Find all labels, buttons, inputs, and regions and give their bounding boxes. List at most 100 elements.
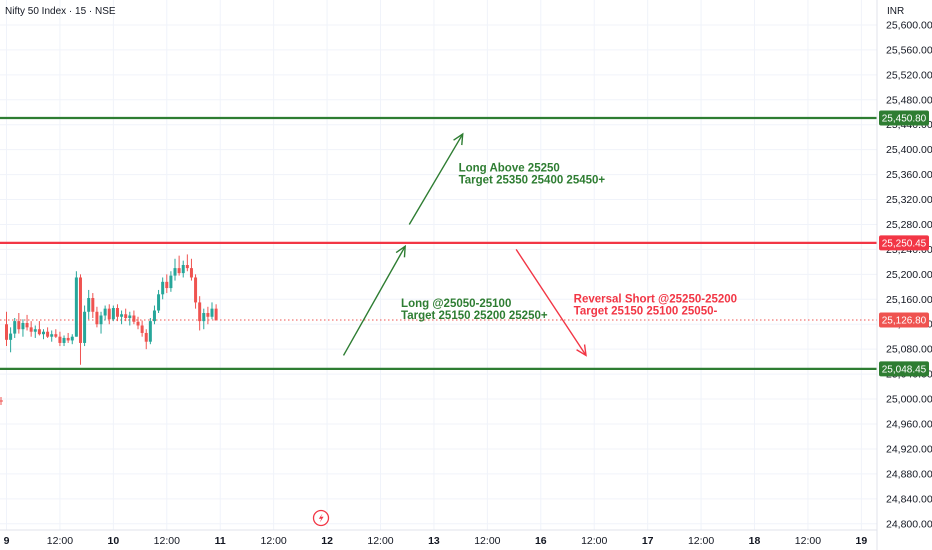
candle-body: [124, 314, 128, 318]
candle-body: [29, 327, 33, 332]
candle-body: [91, 298, 95, 312]
candle-body: [25, 322, 29, 328]
candle-body: [120, 314, 124, 317]
candle-body: [87, 298, 91, 312]
candle-body: [9, 333, 13, 340]
price-badge-label: 25,250.45: [882, 238, 927, 249]
candle-body: [17, 321, 21, 330]
y-tick-label: 25,160.00: [886, 294, 932, 306]
x-tick-label: 12:00: [474, 535, 500, 547]
candle-body: [21, 322, 25, 330]
candles: [5, 254, 218, 365]
chart-title: Nifty 50 Index · 15 · NSE: [5, 6, 116, 17]
candle-body: [50, 334, 54, 337]
y-tick-label: 24,960.00: [886, 419, 932, 431]
candle-body: [148, 321, 152, 342]
candle-body: [66, 337, 70, 341]
y-tick-label: 24,920.00: [886, 443, 932, 455]
flash-icon[interactable]: [312, 509, 330, 527]
annotation-line: Long @25050-25100: [401, 298, 511, 310]
arrow-line: [342, 245, 406, 356]
candle-body: [46, 331, 50, 337]
x-tick-label: 13: [428, 535, 440, 547]
candle-body: [107, 308, 111, 320]
y-tick-label: 25,520.00: [886, 69, 932, 81]
y-tick-label: 25,360.00: [886, 169, 932, 181]
candle-body: [128, 315, 132, 318]
time-axis[interactable]: 9 12:00 10 12:00 11 12:00 12 12:00 13 12:00 16 12:0…: [4, 535, 868, 547]
x-tick-label: 12:00: [688, 535, 714, 547]
arrow-head: [395, 244, 406, 258]
y-tick-label: 24,880.00: [886, 468, 932, 480]
y-tick-label: 25,080.00: [886, 344, 932, 356]
candle-body: [189, 268, 193, 278]
candle-body: [202, 313, 206, 322]
candle-body: [140, 325, 144, 333]
price-badge: [879, 110, 929, 126]
candle-body: [185, 265, 189, 269]
candle-body: [173, 268, 177, 276]
candle-body: [78, 277, 82, 343]
y-tick-label: 25,560.00: [886, 44, 932, 56]
candle-body: [177, 268, 181, 274]
candle-body: [165, 281, 169, 289]
candle-body: [111, 308, 115, 320]
annotation-line: Long Above 25250: [459, 162, 560, 174]
x-tick-label: 12:00: [581, 535, 607, 547]
x-tick-label: 19: [856, 535, 868, 547]
x-tick-label: 10: [108, 535, 120, 547]
candle-body: [83, 311, 87, 343]
candle-body: [161, 281, 165, 295]
x-tick-label: 9: [4, 535, 10, 547]
y-tick-label: 24,840.00: [886, 493, 932, 505]
candle-body: [13, 321, 17, 334]
x-tick-label: 11: [215, 535, 226, 547]
annotation-line: Target 25150 25200 25250+: [401, 310, 548, 322]
arrow-head: [576, 344, 587, 357]
candle-body: [5, 324, 8, 340]
candle-body: [115, 308, 119, 317]
x-tick-label: 12:00: [261, 535, 287, 547]
candle-body: [136, 321, 140, 326]
candle-body: [181, 265, 185, 274]
price-axis[interactable]: 25,600.00 25,560.00 25,520.00 25,480.00 25,4…: [886, 19, 932, 530]
candle-body: [74, 277, 78, 337]
candle-body: [206, 313, 210, 317]
x-tick-label: 12:00: [795, 535, 821, 547]
price-badge: [879, 312, 929, 328]
y-tick-label: 25,280.00: [886, 219, 932, 231]
candle-body: [132, 315, 136, 322]
grid-lines: [0, 0, 877, 530]
candle-body: [194, 277, 198, 303]
candle-body: [99, 315, 103, 325]
x-tick-label: 12: [321, 535, 333, 547]
candle-body: [37, 329, 41, 335]
annotation-line: Reversal Short @25250-25200: [574, 293, 737, 305]
arrow-line: [515, 249, 587, 356]
candle-body: [103, 308, 107, 316]
price-badge-label: 25,048.45: [882, 364, 927, 375]
y-tick-label: 25,480.00: [886, 94, 932, 106]
x-tick-label: 16: [535, 535, 547, 547]
candle-body: [210, 308, 214, 317]
y-tick-label: 25,600.00: [886, 19, 932, 31]
candle-body: [54, 334, 58, 337]
candle-body: [157, 294, 161, 311]
y-tick-label: 25,000.00: [886, 394, 932, 406]
x-tick-label: 12:00: [367, 535, 393, 547]
arrow-line: [408, 133, 464, 225]
price-badge-label: 25,450.80: [882, 113, 927, 124]
annotation-line: Target 25150 25100 25050-: [574, 305, 718, 317]
price-badge: [879, 361, 929, 377]
candle-body: [144, 332, 148, 342]
price-badge-label: 25,126.80: [882, 315, 927, 326]
candle-body: [33, 329, 37, 332]
price-badges: 25,450.80 25,250.45 25,048.45 25,126.80: [879, 110, 929, 377]
x-tick-label: 18: [749, 535, 761, 547]
candle-body: [58, 336, 62, 343]
candle-body: [152, 310, 156, 322]
y-tick-label: 25,320.00: [886, 194, 932, 206]
annotation-line: Target 25350 25400 25450+: [459, 174, 606, 186]
